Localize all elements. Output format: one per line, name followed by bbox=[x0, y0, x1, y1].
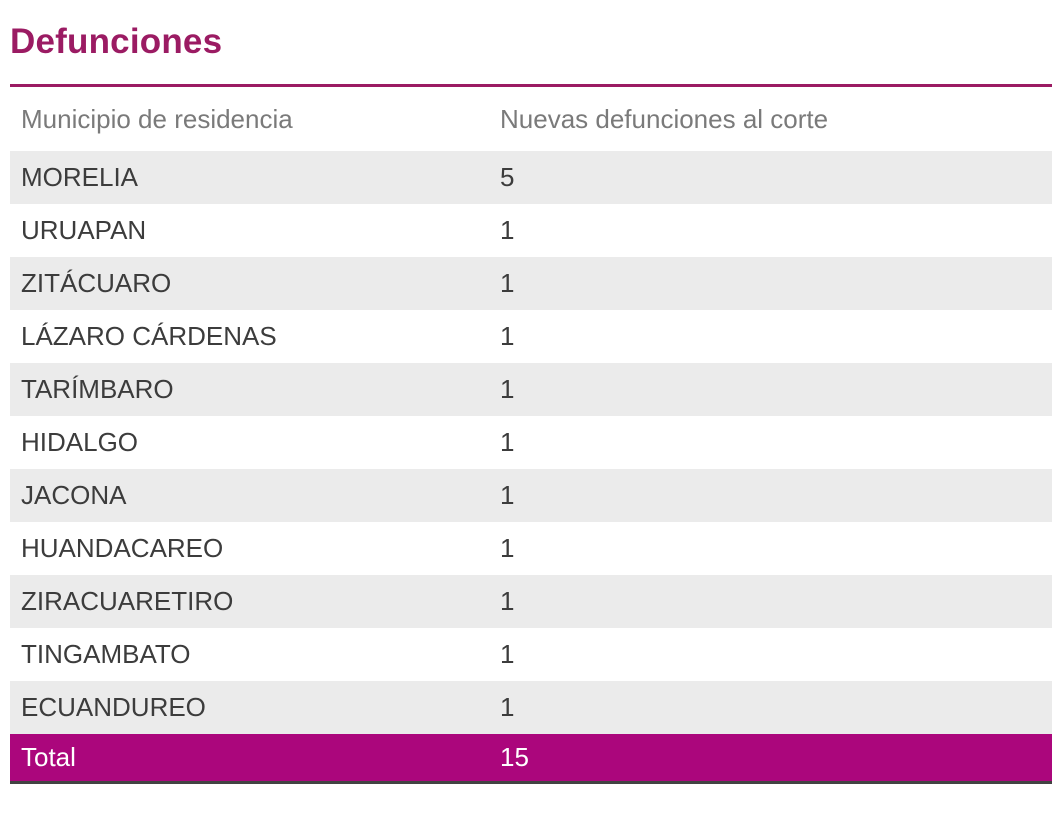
cell-nuevas-defunciones: 1 bbox=[500, 586, 515, 616]
cell-nuevas-defunciones: 1 bbox=[500, 692, 515, 722]
table-row: TINGAMBATO 1 bbox=[10, 628, 1052, 681]
table-row: ECUANDUREO 1 bbox=[10, 681, 1052, 734]
cell-municipio: TINGAMBATO bbox=[21, 639, 191, 669]
cell-nuevas-defunciones: 1 bbox=[500, 321, 515, 351]
table-row: ZIRACUARETIRO 1 bbox=[10, 575, 1052, 628]
cell-municipio: LÁZARO CÁRDENAS bbox=[21, 321, 277, 351]
cell-nuevas-defunciones: 1 bbox=[500, 215, 515, 245]
table-row: HUANDACAREO 1 bbox=[10, 522, 1052, 575]
title-divider bbox=[10, 84, 1052, 87]
cell-nuevas-defunciones: 1 bbox=[500, 268, 515, 298]
table-body: MORELIA 5 URUAPAN 1 ZITÁCUARO 1 LÁZARO CÁRDENA… bbox=[10, 151, 1052, 734]
cell-municipio: JACONA bbox=[21, 480, 127, 510]
cell-nuevas-defunciones: 1 bbox=[500, 480, 515, 510]
table-row: TARÍMBARO 1 bbox=[10, 363, 1052, 416]
total-value: 15 bbox=[500, 742, 529, 772]
cell-nuevas-defunciones: 5 bbox=[500, 162, 515, 192]
report-page: Defunciones Municipio de residencia Nuev… bbox=[10, 21, 1052, 784]
column-header-municipio: Municipio de residencia bbox=[21, 103, 293, 134]
page-title: Defunciones bbox=[10, 22, 223, 61]
table-row: URUAPAN 1 bbox=[10, 204, 1052, 257]
defunciones-table: Municipio de residencia Nuevas defuncion… bbox=[10, 87, 1052, 784]
table-row: JACONA 1 bbox=[10, 469, 1052, 522]
cell-municipio: TARÍMBARO bbox=[21, 374, 174, 404]
cell-municipio: HUANDACAREO bbox=[21, 533, 224, 563]
cell-nuevas-defunciones: 1 bbox=[500, 533, 515, 563]
column-header-nuevas-defunciones: Nuevas defunciones al corte bbox=[500, 103, 829, 134]
cell-municipio: HIDALGO bbox=[21, 427, 139, 457]
cell-municipio: ECUANDUREO bbox=[21, 692, 206, 722]
cell-municipio: URUAPAN bbox=[21, 215, 147, 245]
table-row: ZITÁCUARO 1 bbox=[10, 257, 1052, 310]
total-row: Total 15 bbox=[10, 734, 1052, 784]
total-label: Total bbox=[21, 742, 76, 772]
cell-municipio: MORELIA bbox=[21, 162, 139, 192]
cell-nuevas-defunciones: 1 bbox=[500, 374, 515, 404]
table-row: LÁZARO CÁRDENAS 1 bbox=[10, 310, 1052, 363]
cell-nuevas-defunciones: 1 bbox=[500, 427, 515, 457]
table-row: HIDALGO 1 bbox=[10, 416, 1052, 469]
table-header-row: Municipio de residencia Nuevas defuncion… bbox=[10, 87, 1052, 151]
cell-municipio: ZIRACUARETIRO bbox=[21, 586, 234, 616]
table-row: MORELIA 5 bbox=[10, 151, 1052, 204]
cell-nuevas-defunciones: 1 bbox=[500, 639, 515, 669]
cell-municipio: ZITÁCUARO bbox=[21, 268, 172, 298]
